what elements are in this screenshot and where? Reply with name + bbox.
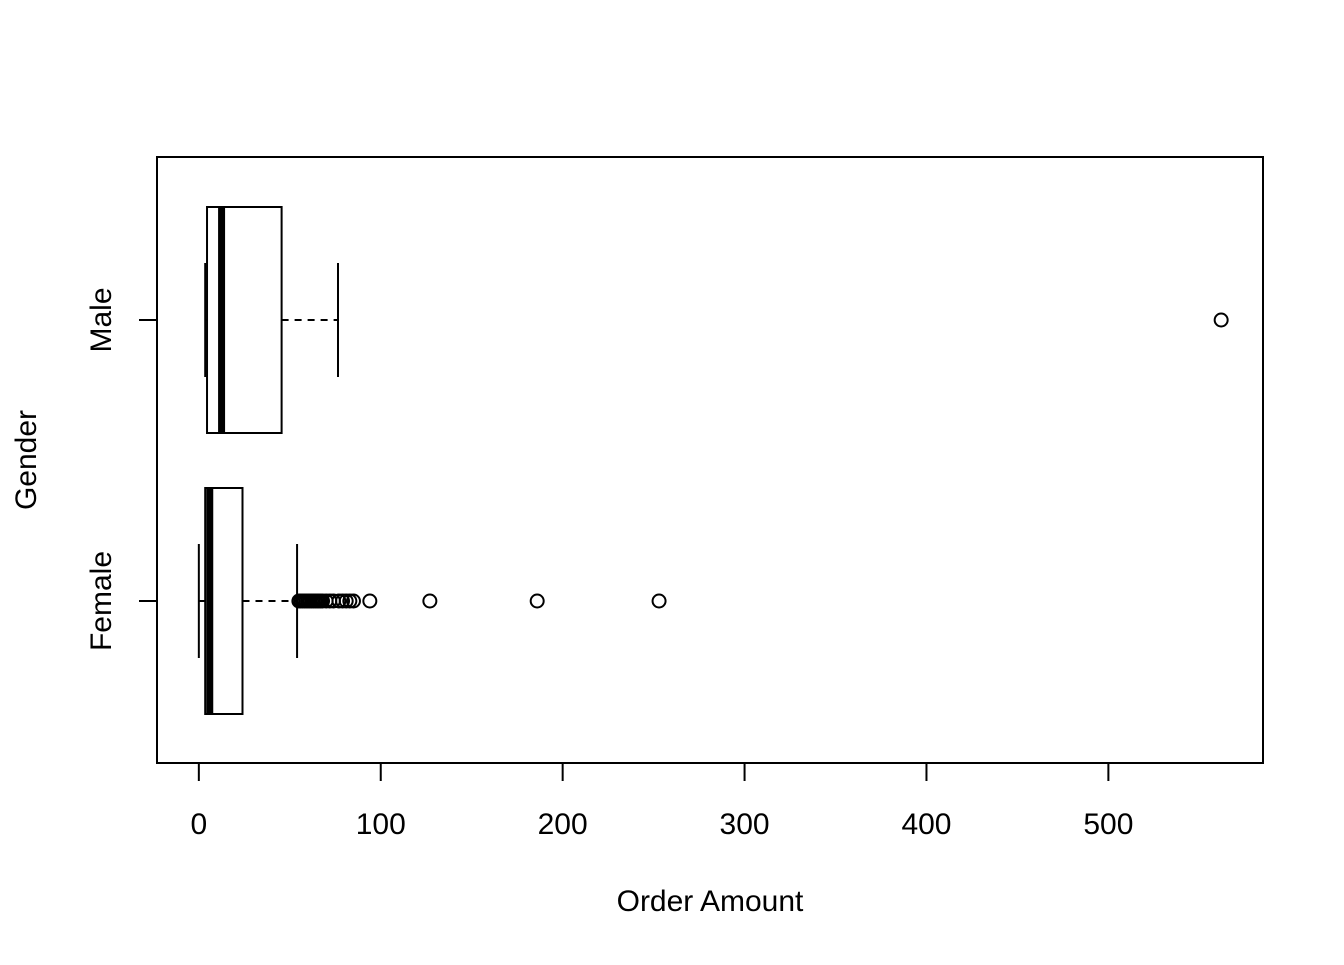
axes: Female Male 0 100 200 300 400 500 — [85, 287, 1133, 841]
x-tick-label: 200 — [538, 808, 588, 841]
x-tick-label: 500 — [1083, 808, 1133, 841]
outlier-point — [345, 593, 361, 609]
x-axis-title: Order Amount — [617, 885, 804, 918]
outlier-point — [422, 593, 438, 609]
x-tick-label: 300 — [720, 808, 770, 841]
y-tick-label: Female — [85, 551, 118, 651]
outlier-point — [1213, 312, 1229, 328]
y-axis-title: Gender — [10, 410, 43, 510]
plot-frame — [156, 156, 1264, 764]
x-tick-label: 400 — [901, 808, 951, 841]
outlier-point — [362, 593, 378, 609]
outlier-point — [529, 593, 545, 609]
y-tick-label: Male — [85, 287, 118, 352]
x-tick-label: 100 — [356, 808, 406, 841]
box-group-female — [197, 487, 667, 715]
plot-marks — [197, 206, 1229, 715]
box-group-male — [204, 206, 1229, 434]
x-tick-label: 0 — [190, 808, 207, 841]
outlier-point — [651, 593, 667, 609]
